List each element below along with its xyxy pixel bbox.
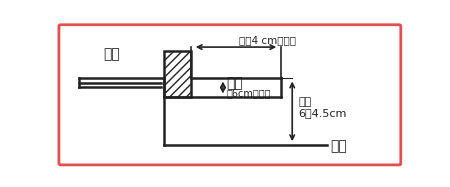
- Text: 段差
6〜4.5cm: 段差 6〜4.5cm: [298, 97, 347, 118]
- FancyBboxPatch shape: [59, 25, 401, 165]
- Bar: [164, 51, 191, 97]
- Text: せい: せい: [227, 76, 243, 90]
- Text: 土間: 土間: [331, 140, 347, 153]
- Text: 廊下: 廊下: [104, 47, 120, 61]
- Text: 幅（4 cm以上）: 幅（4 cm以上）: [239, 35, 296, 45]
- Text: （6cm以上）: （6cm以上）: [227, 89, 271, 99]
